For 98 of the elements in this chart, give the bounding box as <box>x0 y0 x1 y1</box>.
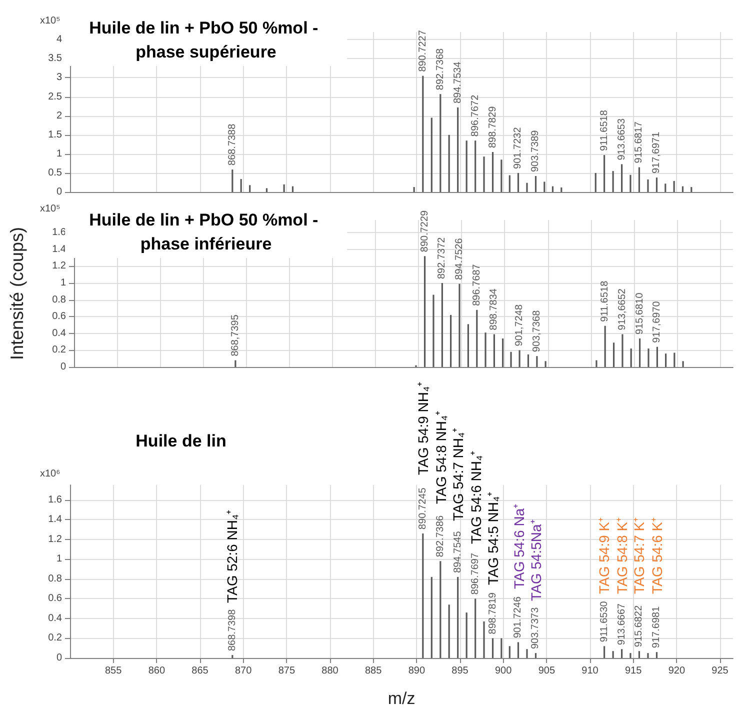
annotation: TAG 54:6 NH₄⁺ <box>468 450 484 544</box>
y-tick-label: 1 <box>56 554 62 565</box>
annotation: 892.7372 <box>436 236 448 279</box>
x-tick-label: 875 <box>278 666 296 676</box>
annotation: 898.7829 <box>487 106 498 148</box>
annotation: 901,7248 <box>514 304 526 346</box>
y-tick-label: 0.6 <box>48 593 62 604</box>
annotation: 894.7526 <box>454 238 465 280</box>
annotation: 898.7819 <box>487 592 498 634</box>
y-tick-label: 1.2 <box>48 534 62 545</box>
y-tick-label: 0.5 <box>48 167 62 178</box>
y-tick-label: 0.2 <box>52 344 66 356</box>
annotation: 915.6817 <box>634 121 645 164</box>
y-tick-label: 0 <box>56 652 62 664</box>
annotation: 890.7245 <box>417 487 428 530</box>
annotation: 868.7388 <box>226 123 238 166</box>
text: x10⁵ <box>40 204 60 214</box>
annotation: TAG 54:7 K⁺ <box>631 516 647 594</box>
y-tick-label: 0.2 <box>48 632 62 644</box>
annotation: TAG 54:8 NH₄⁺ <box>433 410 449 504</box>
x-tick-label: 865 <box>192 666 209 676</box>
x-tick-label: 890 <box>408 666 426 676</box>
annotation: 892.7386 <box>434 514 446 558</box>
x-tick-label: 870 <box>234 666 252 676</box>
text: x10⁵ <box>40 16 60 26</box>
annotation: 892.7368 <box>434 48 446 90</box>
text: x10⁶ <box>40 468 60 480</box>
chart-title: Huile de lin <box>136 432 226 450</box>
annotation: 903.7373 <box>530 606 542 650</box>
annotation: 911.6518 <box>600 280 611 322</box>
y-tick-label: 1.6 <box>48 494 62 506</box>
annotation: 915.6822 <box>634 604 645 648</box>
annotation: 868.7398 <box>226 608 238 652</box>
x-tick-label: 910 <box>582 666 599 676</box>
annotation: TAG 54:6 K⁺ <box>649 516 665 594</box>
y-tick-label: 0.4 <box>52 328 66 339</box>
annotation: TAG 54:8 K⁺ <box>614 516 630 594</box>
annotation: 917.6981 <box>651 606 662 648</box>
y-tick-label: 1.2 <box>52 260 66 272</box>
y-tick-label: 0 <box>56 186 62 198</box>
annotation: 890.7229 <box>419 210 430 252</box>
annotation: TAG 54:9 K⁺ <box>596 516 612 594</box>
x-tick-label: 925 <box>712 666 729 676</box>
annotation: 894.7545 <box>452 530 464 573</box>
y-tick-label: 2 <box>56 110 62 122</box>
x-tick-label: 860 <box>148 666 166 676</box>
annotation: 896.7697 <box>470 552 481 595</box>
annotation: TAG 54:5 NH₄⁺ <box>485 491 501 585</box>
y-tick-label: 1.4 <box>48 514 62 526</box>
chart-title: Huile de lin + PbO 50 %mol - phase supérieure <box>89 18 323 62</box>
annotation: 913,6652 <box>616 288 628 330</box>
y-tick-label: 1.6 <box>52 227 66 238</box>
y-tick-label: 1.5 <box>48 129 62 140</box>
annotation: 896.7687 <box>471 264 482 306</box>
y-tick-label: 0.8 <box>52 294 66 306</box>
x-tick-label: 880 <box>322 666 339 676</box>
annotation: TAG 54:6 Na⁺ <box>511 503 527 589</box>
y-tick-label: 0.6 <box>52 311 66 322</box>
annotation: 917,6971 <box>651 131 662 174</box>
x-tick-label: 915 <box>624 666 642 676</box>
text: TAG 54:9 NH₄⁺ <box>415 381 431 475</box>
annotation: 903.7389 <box>530 130 542 172</box>
y-axis-title: Intensité (coups) <box>7 226 27 360</box>
annotation: 915,6810 <box>634 292 646 334</box>
y-tick-label: 3.5 <box>48 53 62 64</box>
annotation: 903,7368 <box>531 310 542 352</box>
annotation: 901.7232 <box>512 126 524 169</box>
x-tick-label: 885 <box>364 666 382 676</box>
annotation: TAG 54:7 NH₄⁺ <box>450 427 466 521</box>
y-tick-label: 4 <box>56 34 62 46</box>
annotation: 896.7672 <box>470 94 481 137</box>
x-tick-label: 920 <box>668 666 686 676</box>
x-tick-label: 905 <box>538 666 556 676</box>
y-tick-label: 0.4 <box>48 612 62 624</box>
annotation: TAG 54:5Na⁺ <box>528 519 544 601</box>
y-tick-label: 0 <box>60 362 66 372</box>
annotation: 868,7395 <box>230 314 241 356</box>
annotation: TAG 52:6 NH₄⁺ <box>224 509 240 603</box>
annotation: 894.7534 <box>452 61 464 104</box>
chart-title: Huile de lin + PbO 50 %mol - phase inférieure <box>89 210 323 254</box>
y-tick-label: 1 <box>60 278 66 288</box>
annotation: 913.6667 <box>616 602 628 646</box>
annotation: 917,6970 <box>652 300 663 343</box>
y-tick-label: 0.8 <box>48 573 62 584</box>
x-axis-title: m/z <box>388 689 416 708</box>
annotation: 898.7834 <box>488 288 500 330</box>
x-tick-label: 855 <box>104 666 122 676</box>
annotation: 911.6518 <box>598 110 610 152</box>
x-tick-label: 900 <box>494 666 512 676</box>
annotation: 913.6653 <box>616 118 628 160</box>
annotation: 911.6530 <box>598 600 610 642</box>
annotation: 901.7246 <box>512 596 524 638</box>
y-tick-label: 3 <box>56 72 62 84</box>
y-tick-label: 1 <box>56 148 62 160</box>
y-tick-label: 1.4 <box>52 244 66 255</box>
y-tick-label: 2.5 <box>48 91 62 102</box>
x-tick-label: 895 <box>452 666 469 676</box>
annotation: 890.7227 <box>417 30 428 72</box>
